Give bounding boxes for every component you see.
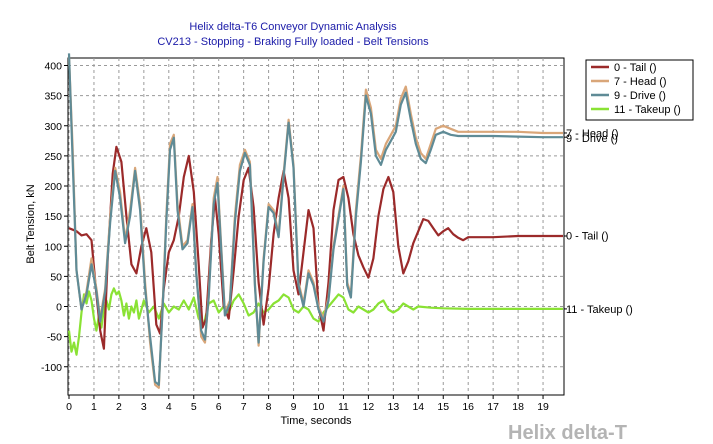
x-tick-label: 19 xyxy=(537,401,549,413)
y-tick-label: 50 xyxy=(50,271,62,283)
x-axis-label: Time, seconds xyxy=(280,415,352,427)
x-tick-label: 14 xyxy=(412,401,424,413)
legend: 0 - Tail () 7 - Head () 9 - Drive () 11 - T… xyxy=(585,59,694,121)
y-tick-label: 0 xyxy=(56,302,62,314)
y-tick-label: 200 xyxy=(44,181,62,193)
x-tick-label: 0 xyxy=(66,401,72,413)
x-tick-label: 6 xyxy=(216,401,222,413)
y-tick-label: -50 xyxy=(47,332,62,344)
chart-title: Helix delta-T6 Conveyor Dynamic Analysis xyxy=(189,21,397,33)
x-tick-label: 9 xyxy=(291,401,297,413)
y-tick-label: 100 xyxy=(44,241,62,253)
x-tick-label: 1 xyxy=(91,401,97,413)
x-tick-label: 13 xyxy=(388,401,400,413)
legend-label-0: 0 - Tail () xyxy=(614,62,657,74)
legend-label-2: 9 - Drive () xyxy=(614,90,666,102)
y-tick-label: 350 xyxy=(44,91,62,103)
x-tick-label: 18 xyxy=(512,401,524,413)
y-tick-label: 300 xyxy=(44,121,62,133)
x-tick-label: 17 xyxy=(487,401,499,413)
y-axis-label: Belt Tension, kN xyxy=(25,184,37,263)
y-tick-label: 250 xyxy=(44,151,62,163)
legend-label-3: 11 - Takeup () xyxy=(614,104,681,116)
y-tick-label: 400 xyxy=(44,61,62,73)
x-tick-label: 16 xyxy=(462,401,474,413)
chart-subtitle: CV213 - Stopping - Braking Fully loaded … xyxy=(157,36,429,48)
end-label-3: 11 - Takeup () xyxy=(566,304,633,316)
y-tick-label: 150 xyxy=(44,211,62,223)
series-line-0 xyxy=(68,145,563,350)
watermark: Helix delta-T xyxy=(508,422,627,444)
legend-label-1: 7 - Head () xyxy=(614,76,667,88)
series-line-3 xyxy=(67,287,563,356)
x-tick-label: 5 xyxy=(191,401,197,413)
x-tick-label: 3 xyxy=(141,401,147,413)
x-axis: 0 1 2 3 4 5 6 7 8 9 10 11 12 13 14 15 16 17 18 19 xyxy=(66,395,549,413)
y-axis: -100 -50 0 50 100 150 200 250 300 350 400 xyxy=(41,61,68,374)
end-labels: 0 - Tail () 7 - Head ()9 - Drive () 11 - T… xyxy=(564,128,633,316)
series-lines xyxy=(67,53,563,389)
y-tick-label: -100 xyxy=(41,362,62,374)
x-tick-label: 15 xyxy=(437,401,449,413)
end-label-2: 9 - Drive () xyxy=(566,133,618,145)
x-tick-label: 4 xyxy=(166,401,172,413)
x-tick-label: 7 xyxy=(241,401,247,413)
x-tick-label: 12 xyxy=(363,401,375,413)
end-label-1: 7 - Head () xyxy=(566,128,619,140)
x-tick-label: 10 xyxy=(313,401,325,413)
end-label-0: 0 - Tail () xyxy=(566,231,609,243)
series-line-2 xyxy=(67,53,563,386)
x-tick-label: 8 xyxy=(266,401,272,413)
x-tick-label: 2 xyxy=(116,401,122,413)
x-tick-label: 11 xyxy=(338,401,349,413)
